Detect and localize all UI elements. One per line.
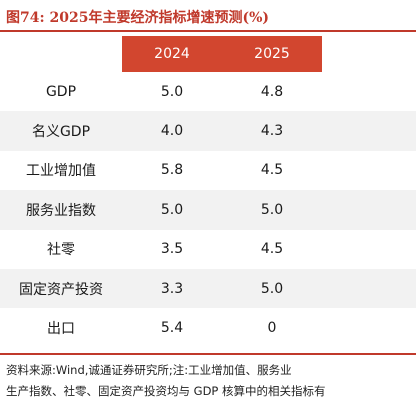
value-2024-cell: 5.0 — [160, 83, 184, 100]
header-cell-2024: 2024 — [122, 36, 222, 72]
value-2025-cell: 0 — [267, 320, 277, 337]
value-2024-cell: 3.5 — [160, 241, 184, 258]
value-2024-cell: 3.3 — [122, 268, 222, 309]
table-row: 社零 3.5 4.5 — [0, 230, 416, 269]
table-row: 工业增加值 5.8 4.5 — [0, 151, 416, 190]
table-row: 服务业指数 5.0 5.0 — [0, 190, 416, 230]
row-spacer-cell — [322, 308, 416, 347]
value-2025-cell: 5.0 — [222, 268, 322, 309]
header-row: 2024 2025 — [0, 36, 416, 72]
header-cell-2025: 2025 — [222, 36, 322, 72]
row-label-cell: 服务业指数 — [0, 190, 122, 230]
note-line: 资料来源:Wind,诚通证券研究所;注:工业增加值、服务业 — [6, 363, 292, 377]
value-2025-cell: 4.5 — [260, 241, 284, 258]
figure-title: 图74: 2025年主要经济指标增速预测(%) — [6, 10, 270, 26]
table-row: GDP 5.0 4.8 — [0, 72, 416, 111]
row-spacer-cell — [322, 190, 416, 230]
row-spacer-cell — [322, 268, 416, 309]
row-label-cell: GDP — [45, 83, 77, 100]
source-note: 资料来源:Wind,诚通证券研究所;注:工业增加值、服务业 生产指数、社零、固定… — [6, 360, 411, 402]
bottom-rule — [0, 353, 416, 355]
table-row: 名义GDP 4.0 4.3 — [0, 111, 416, 151]
top-rule — [0, 30, 416, 32]
note-line: 生产指数、社零、固定资产投资均与 GDP 核算中的相关指标有 — [6, 384, 326, 398]
header-cell-blank — [0, 36, 122, 72]
value-2025-cell: 5.0 — [222, 190, 322, 230]
value-2024-cell: 5.8 — [160, 162, 184, 179]
value-2024-cell: 5.4 — [160, 320, 184, 337]
row-label-cell: 名义GDP — [0, 111, 122, 151]
row-label-cell: 出口 — [47, 321, 75, 338]
forecast-table: 2024 2025 GDP 5.0 4.8 名义GDP 4.0 4.3 工业增加值 5.8 4.… — [0, 36, 416, 348]
value-2025-cell: 4.3 — [222, 111, 322, 151]
value-2024-cell: 4.0 — [122, 111, 222, 151]
table-row: 固定资产投资 3.3 5.0 — [0, 268, 416, 309]
row-spacer-cell — [322, 72, 416, 111]
row-spacer-cell — [322, 151, 416, 190]
value-2025-cell: 4.8 — [260, 83, 284, 100]
header-cell-spacer — [322, 36, 416, 72]
row-label-cell: 社零 — [47, 242, 75, 259]
table-row: 出口 5.4 0 — [0, 308, 416, 347]
value-2025-cell: 4.5 — [260, 162, 284, 179]
row-spacer-cell — [322, 111, 416, 151]
row-spacer-cell — [322, 230, 416, 269]
row-label-cell: 固定资产投资 — [0, 268, 122, 309]
value-2024-cell: 5.0 — [122, 190, 222, 230]
row-label-cell: 工业增加值 — [26, 163, 96, 180]
